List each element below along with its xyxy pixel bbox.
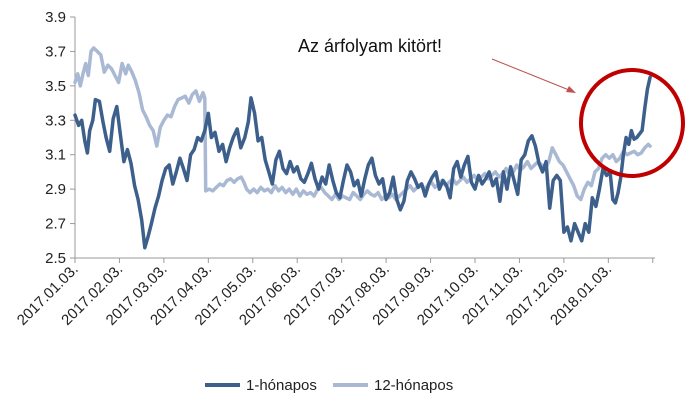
x-axis: 2017.01.03.2017.02.03.2017.03.03.2017.04… [14, 257, 655, 329]
series-line-12-honapos [73, 46, 652, 202]
y-axis: 2.5 2.7 2.9 3.1 3.3 3.5 3.7 3.9 [45, 9, 76, 267]
y-tick-label: 3.3 [45, 112, 66, 129]
y-tick-label: 3.5 [45, 78, 66, 95]
y-tick-label: 3.9 [45, 9, 66, 26]
annotation-text: Az árfolyam kitört! [298, 36, 442, 56]
annotation: Az árfolyam kitört! [298, 36, 685, 178]
legend: 1-hónapos 12-hónapos [205, 377, 453, 394]
y-tick-label: 2.7 [45, 216, 66, 233]
legend-label-1-honapos: 1-hónapos [246, 377, 317, 394]
highlight-circle [579, 68, 685, 178]
y-tick-label: 2.9 [45, 181, 66, 198]
annotation-arrowhead [566, 86, 576, 93]
y-tick-label: 3.7 [45, 43, 66, 60]
y-tick-label: 2.5 [45, 250, 66, 267]
series-layer [73, 46, 652, 250]
series-line-1-honapos [73, 75, 652, 250]
y-tick-label: 3.1 [45, 147, 66, 164]
annotation-arrow-line [491, 58, 575, 93]
legend-label-12-honapos: 12-hónapos [374, 377, 453, 394]
